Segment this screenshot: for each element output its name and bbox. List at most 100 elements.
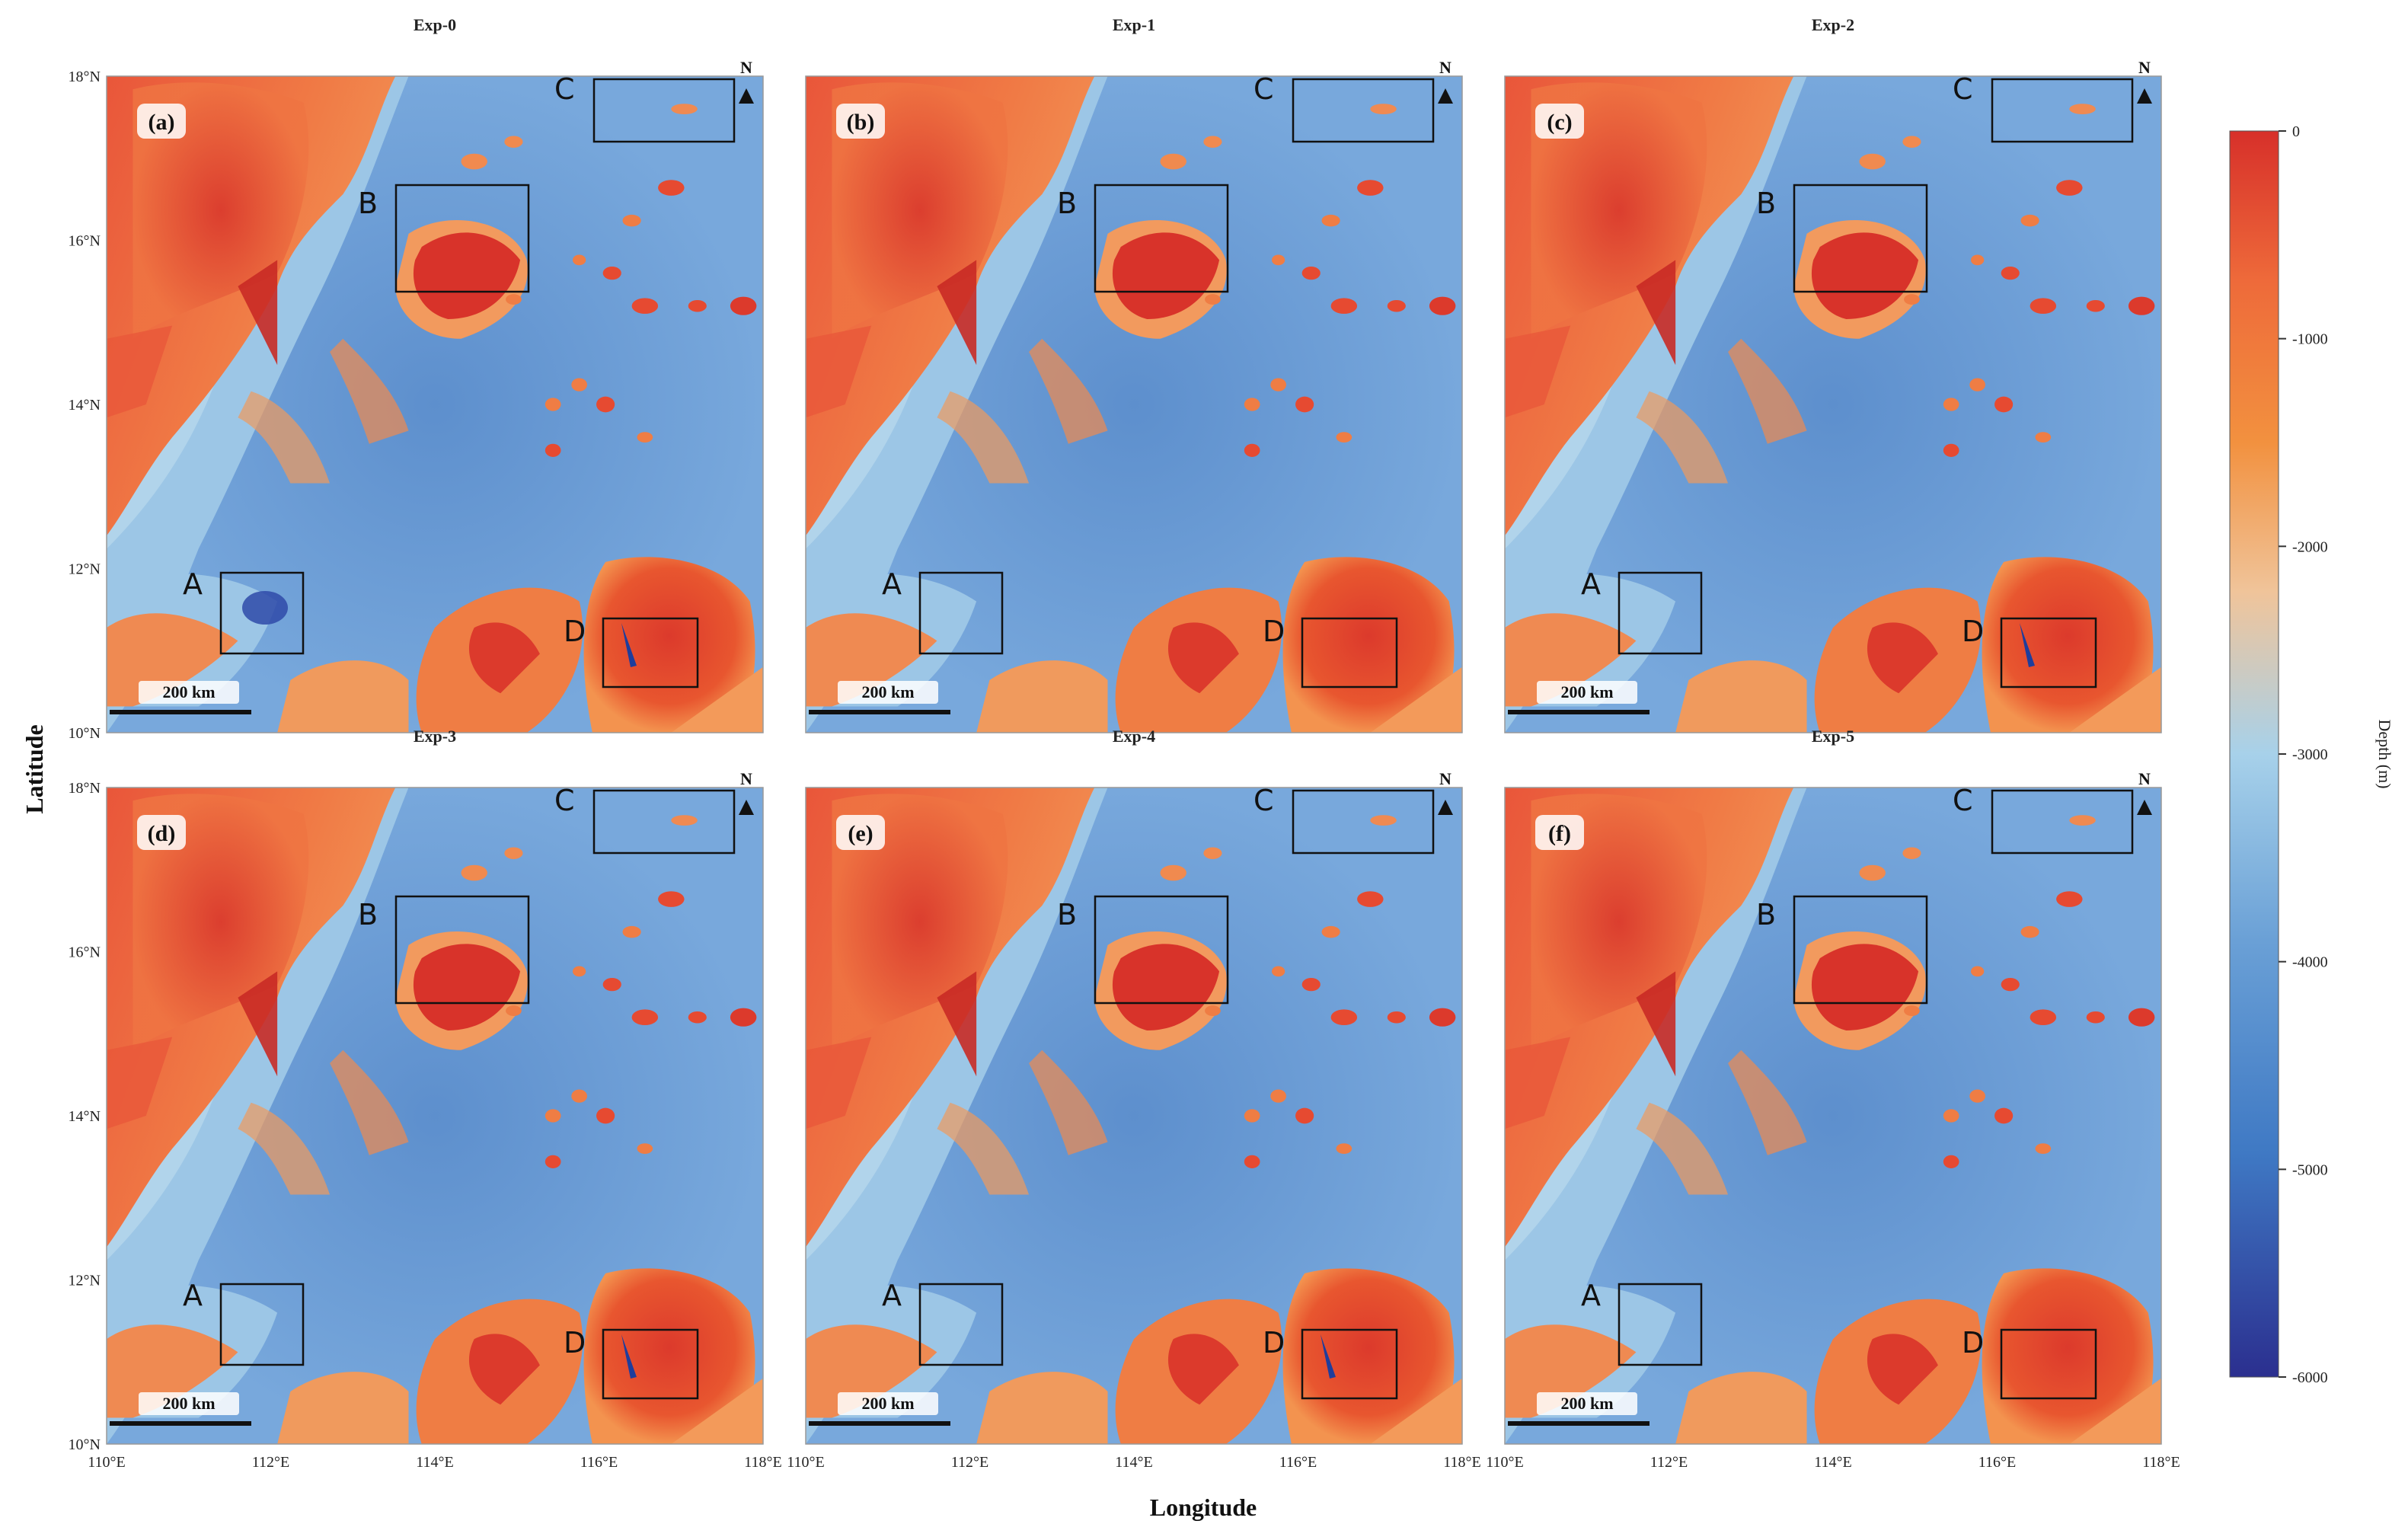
region-label-d: D [564, 1326, 586, 1359]
scale-bar [1508, 1421, 1650, 1426]
scale-bar [110, 1421, 251, 1426]
scale-bar-bg [838, 1392, 938, 1415]
bathymetry-map [806, 788, 1462, 1444]
region-label-b: B [358, 898, 378, 931]
region-box-c [592, 78, 736, 143]
scale-bar [809, 710, 950, 714]
y-tick-label: 10°N [69, 725, 101, 742]
north-arrow-icon [2137, 88, 2152, 104]
x-axis-title: Longitude [1150, 1494, 1257, 1521]
region-label-a: A [882, 1279, 902, 1312]
y-tick-label: 18°N [69, 780, 101, 797]
panel-frame [805, 75, 1463, 733]
map-panel-exp-0: Exp-0 A B C D (a) N 200 km 18°N 16°N 14°N 12°N 10°N [69, 15, 764, 742]
colorbar-tick-label: -5000 [2292, 1161, 2328, 1178]
colorbar: 0 -1000 -2000 -3000 -4000 -5000 -6000 Depth (m) [2229, 123, 2394, 1386]
region-label-d: D [564, 615, 586, 648]
panel-label: (a) [149, 110, 175, 135]
x-tick-label: 118°E [1443, 1454, 1480, 1471]
y-tick-label: 16°N [69, 944, 101, 961]
north-arrow-icon [1438, 88, 1453, 104]
y-tick-label: 18°N [69, 69, 101, 85]
x-tick-label: 114°E [416, 1454, 453, 1471]
region-label-a: A [882, 567, 902, 601]
panel-label: (f) [1548, 821, 1571, 846]
region-label-a: A [183, 567, 203, 601]
x-tick-label: 112°E [1650, 1454, 1688, 1471]
region-label-a: A [1581, 567, 1601, 601]
scale-bar-label: 200 km [162, 1394, 215, 1413]
region-label-b: B [358, 187, 378, 220]
region-box-d [1301, 617, 1398, 689]
north-arrow-icon [1438, 800, 1453, 815]
region-box-b [394, 184, 530, 293]
region-label-c: C [554, 784, 575, 817]
y-axis-title: Latitude [21, 724, 48, 813]
panel-label-bg [137, 815, 186, 850]
region-box-a [219, 571, 305, 655]
y-tick-label: 10°N [69, 1436, 101, 1453]
region-label-d: D [1263, 615, 1285, 648]
panel-label-bg [1535, 104, 1584, 139]
panel-frame [106, 787, 764, 1445]
region-label-b: B [1756, 187, 1776, 220]
region-box-a [918, 571, 1004, 655]
region-box-d [602, 1328, 699, 1400]
region-label-d: D [1962, 615, 1984, 648]
colorbar-tick-label: -2000 [2292, 538, 2328, 555]
region-label-b: B [1057, 187, 1077, 220]
colorbar-tick-label: 0 [2292, 123, 2300, 140]
panel-title: Exp-3 [414, 727, 456, 746]
panel-label: (d) [148, 821, 176, 846]
north-label: N [1439, 58, 1452, 77]
region-box-c [1991, 789, 2134, 855]
x-tick-label: 112°E [252, 1454, 289, 1471]
colorbar-gradient [2229, 130, 2279, 1378]
north-label: N [2138, 769, 2151, 788]
region-box-d [1301, 1328, 1398, 1400]
scale-bar [809, 1421, 950, 1426]
region-label-b: B [1057, 898, 1077, 931]
region-box-d [602, 617, 699, 689]
x-tick-label: 118°E [744, 1454, 781, 1471]
region-box-a [1618, 1283, 1703, 1366]
scale-bar-bg [1537, 1392, 1637, 1415]
north-arrow-icon [2137, 800, 2152, 815]
panel-title: Exp-2 [1812, 15, 1854, 34]
region-box-b [1793, 895, 1928, 1005]
colorbar-tick-label: -1000 [2292, 331, 2328, 348]
colorbar-title: Depth (m) [2375, 719, 2394, 788]
north-arrow-icon [739, 88, 754, 104]
region-box-c [592, 789, 736, 855]
panel-label: (b) [847, 110, 875, 135]
scale-bar-label: 200 km [162, 682, 215, 701]
colorbar-tick-label: -4000 [2292, 954, 2328, 971]
deep-anomaly-d [621, 623, 637, 667]
region-box-c [1991, 78, 2134, 143]
region-box-a [219, 1283, 305, 1366]
scale-bar-label: 200 km [1560, 1394, 1613, 1413]
bathymetry-map [1505, 76, 2161, 733]
region-label-d: D [1962, 1326, 1984, 1359]
panel-frame [805, 787, 1463, 1445]
y-tick-label: 12°N [69, 1273, 101, 1289]
north-label: N [740, 58, 752, 77]
region-box-d [2000, 1328, 2097, 1400]
map-panel-exp-2: Exp-2 A B C D (c) N 200 km [1504, 15, 2162, 733]
region-label-b: B [1756, 898, 1776, 931]
colorbar-tick-label: -6000 [2292, 1369, 2328, 1386]
deep-anomaly-d [621, 1334, 637, 1379]
x-tick-label: 116°E [1978, 1454, 2016, 1471]
bathymetry-map [806, 76, 1462, 733]
x-tick-label: 118°E [2142, 1454, 2180, 1471]
scale-bar-label: 200 km [1560, 682, 1613, 701]
y-tick-label: 12°N [69, 561, 101, 578]
north-label: N [740, 769, 752, 788]
x-tick-label: 116°E [580, 1454, 618, 1471]
panel-title: Exp-4 [1113, 727, 1155, 746]
north-arrow-icon [739, 800, 754, 815]
y-tick-label: 14°N [69, 397, 101, 414]
x-tick-label: 110°E [88, 1454, 125, 1471]
scale-bar-bg [139, 1392, 239, 1415]
